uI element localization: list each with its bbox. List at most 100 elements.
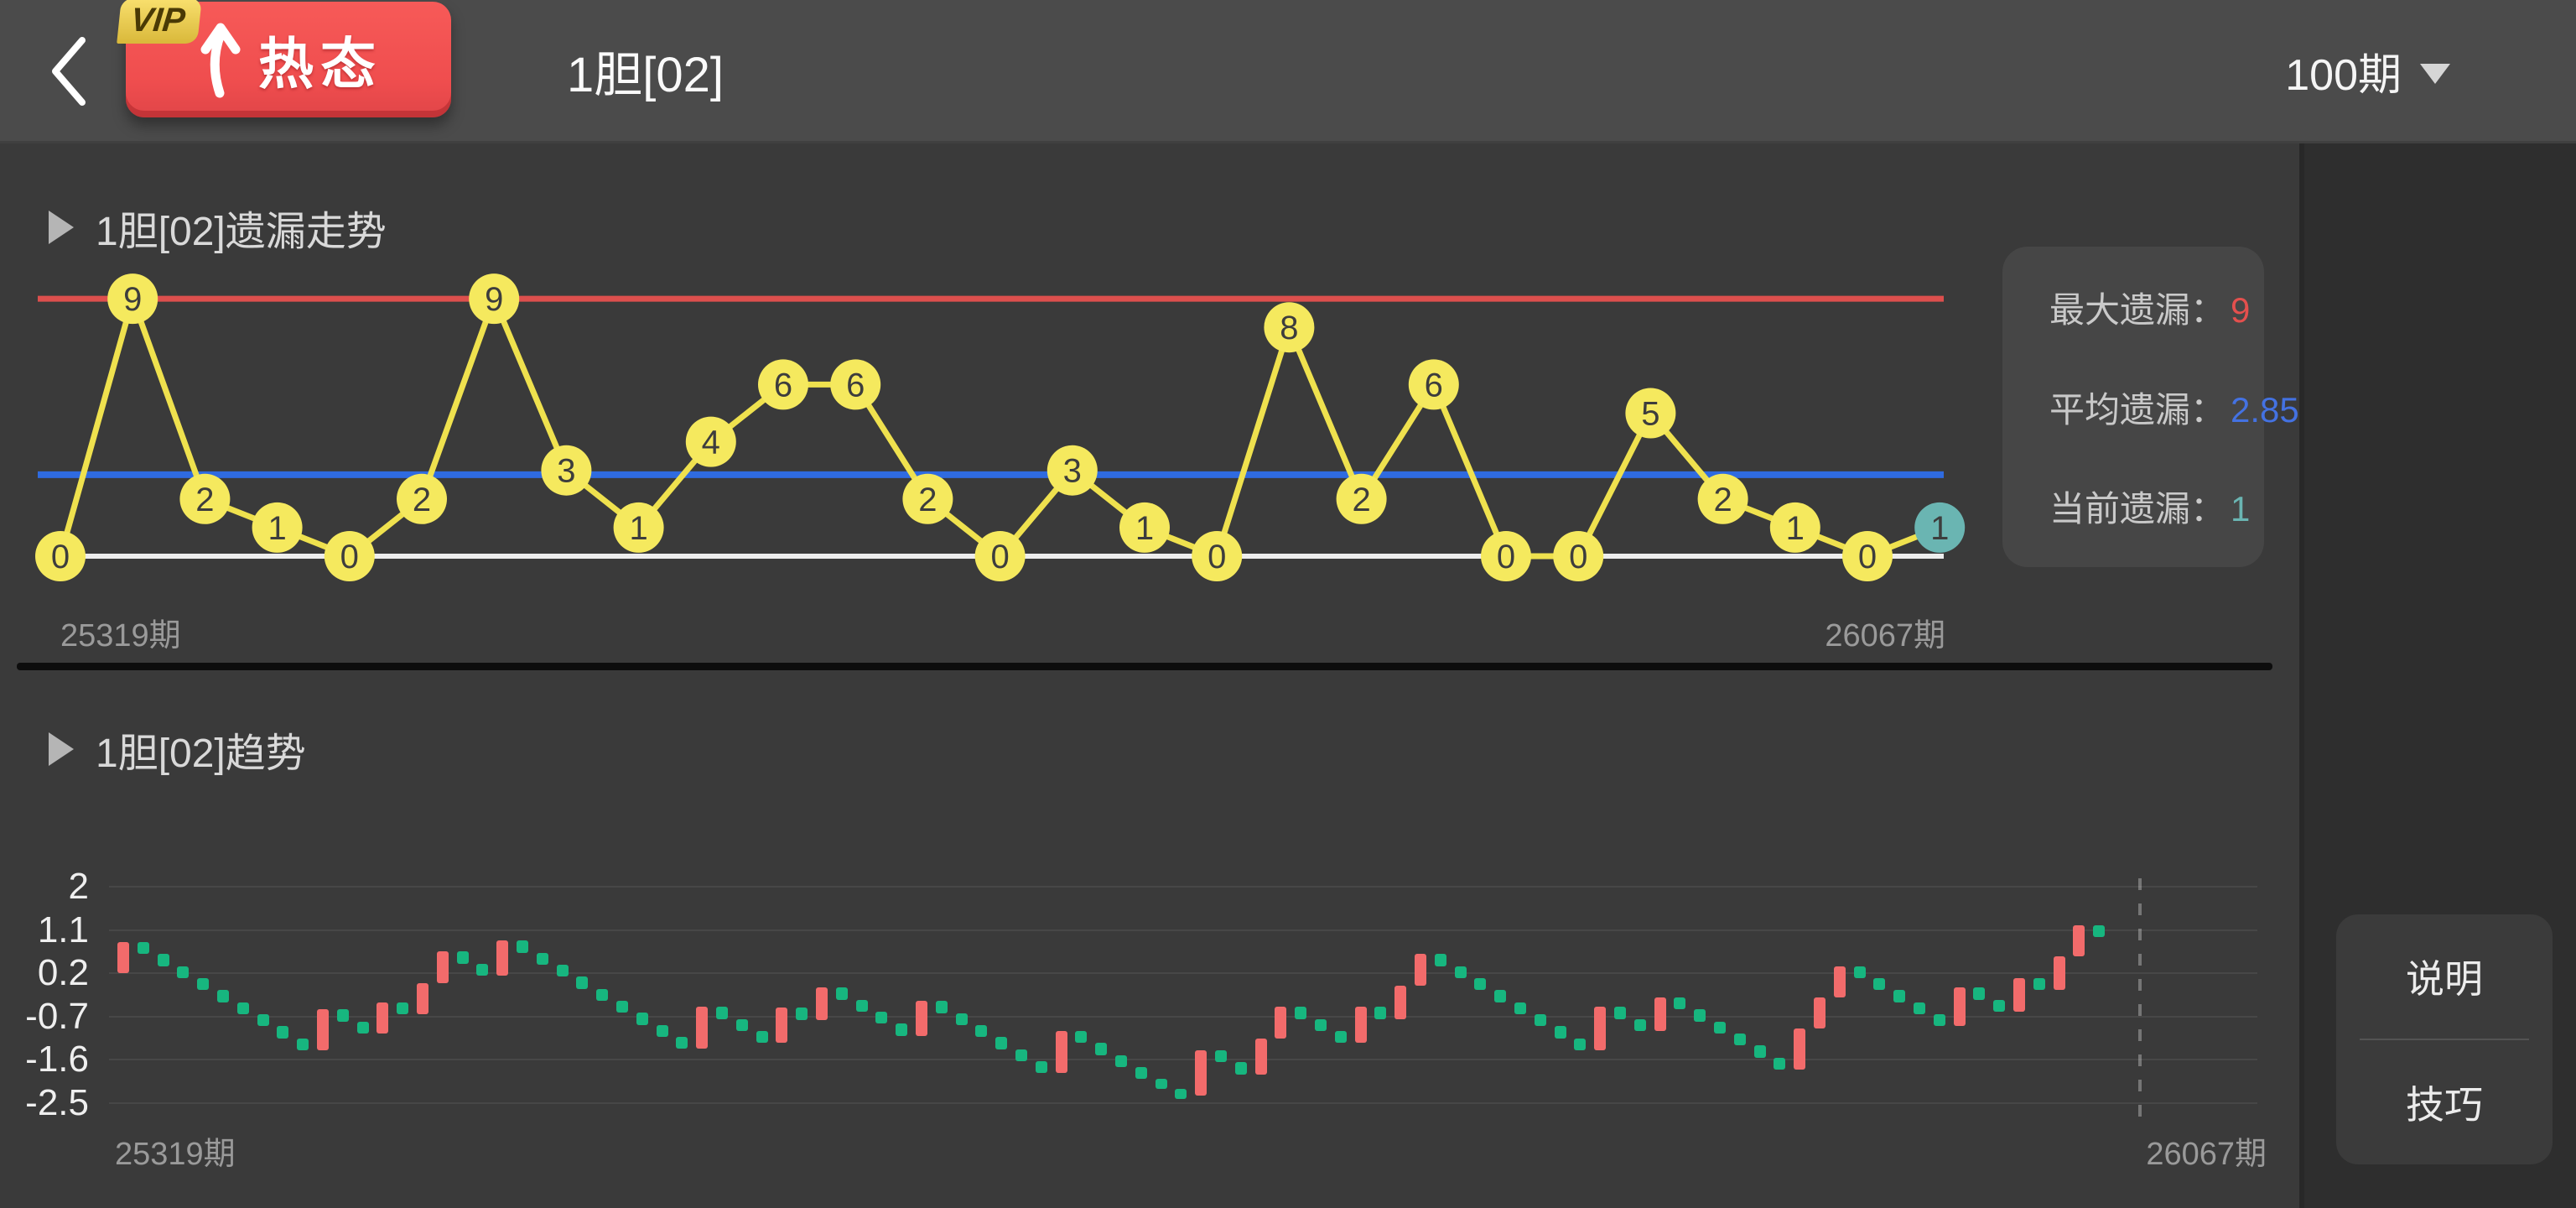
omission-node-value: 2 — [195, 482, 214, 518]
candle-up — [1354, 1007, 1367, 1044]
candle-down — [2093, 924, 2106, 938]
candle-up — [1814, 997, 1826, 1029]
top-bar: VIP 热态 1胆[02] 100期 — [0, 0, 2576, 143]
candle-up — [696, 1007, 709, 1049]
back-button[interactable] — [39, 32, 97, 111]
trend-gridline — [109, 929, 2257, 931]
candle-down — [1095, 1043, 1108, 1055]
omission-node — [902, 473, 953, 524]
omission-node-value: 0 — [1858, 539, 1877, 575]
omission-node — [252, 502, 303, 553]
candle-down — [716, 1007, 728, 1019]
candle-down — [1155, 1079, 1167, 1090]
candle-down — [1753, 1045, 1766, 1058]
omission-node-value: 1 — [1135, 510, 1154, 547]
candle-down — [1534, 1013, 1546, 1027]
candle-up — [816, 987, 828, 1020]
trend-y-tick-label: -0.7 — [25, 995, 89, 1037]
candle-down — [1914, 1002, 1925, 1014]
omission-node-value: 5 — [1641, 396, 1659, 433]
omission-node — [1046, 445, 1098, 496]
menu-divider — [2360, 1039, 2529, 1040]
candle-down — [955, 1013, 968, 1026]
candle-down — [756, 1030, 768, 1044]
omission-x-start-label: 25319期 — [60, 618, 181, 653]
omission-node — [1553, 531, 1604, 581]
candle-down — [1334, 1030, 1347, 1044]
candle-up — [496, 940, 509, 976]
omission-node-value: 0 — [990, 539, 1009, 575]
omission-node — [974, 531, 1026, 581]
menu-item-tips[interactable]: 技巧 — [2406, 1083, 2483, 1127]
candle-up — [1394, 985, 1407, 1019]
candle-down — [1574, 1038, 1587, 1050]
omission-node — [1192, 531, 1243, 581]
candle-down — [236, 1002, 249, 1014]
hot-button-label: 热态 — [258, 33, 382, 95]
omission-node — [1264, 302, 1315, 353]
omission-node-value: 9 — [485, 281, 503, 318]
candle-down — [556, 964, 569, 977]
omission-node-value: 2 — [413, 482, 431, 518]
trend-x-end-label: 26067期 — [2146, 1137, 2267, 1172]
trend-section-header[interactable]: 1胆[02]趋势 — [49, 720, 306, 778]
trend-gridline — [109, 1101, 2257, 1104]
omission-node — [613, 502, 664, 553]
omission-node-value: 1 — [267, 510, 286, 547]
current-period-dashed-line — [2138, 878, 2142, 1120]
period-count-dropdown[interactable]: 100期 — [2285, 0, 2450, 141]
candle-down — [217, 990, 229, 1002]
candle-down — [1015, 1049, 1027, 1062]
omission-node — [1842, 531, 1893, 581]
candle-down — [277, 1026, 289, 1039]
omission-node-value: 0 — [51, 539, 70, 575]
candle-up — [916, 1001, 927, 1036]
stat-max-omission: 最大遗漏： 9 — [2049, 290, 2251, 330]
candle-down — [1315, 1018, 1327, 1031]
candle-down — [855, 999, 868, 1013]
trend-y-tick-label: -1.6 — [25, 1039, 89, 1080]
period-count-label: 100期 — [2285, 50, 2402, 100]
collapse-triangle-icon — [49, 732, 74, 766]
candle-down — [1714, 1021, 1726, 1034]
up-arrow-icon — [200, 23, 241, 98]
omission-x-end-label: 26067期 — [1825, 618, 1945, 653]
candle-down — [157, 954, 169, 966]
omission-node-value: 6 — [1425, 367, 1443, 404]
trend-section-title: 1胆[02]趋势 — [96, 732, 306, 776]
chevron-down-icon — [2420, 64, 2450, 84]
candle-down — [1474, 977, 1487, 991]
candle-down — [177, 966, 190, 978]
omission-node — [1769, 502, 1820, 553]
omission-node-value: 0 — [1569, 539, 1587, 575]
candle-down — [1434, 954, 1446, 966]
candle-up — [417, 982, 428, 1014]
candle-down — [336, 1009, 349, 1022]
candle-down — [1115, 1054, 1127, 1067]
omission-node — [397, 473, 447, 524]
stat-current-omission: 当前遗漏： 1 — [2049, 489, 2251, 528]
menu-item-explanation[interactable]: 说明 — [2406, 957, 2483, 1001]
candle-down — [1374, 1007, 1387, 1019]
trend-x-start-label: 25319期 — [115, 1137, 236, 1172]
candle-down — [1674, 997, 1686, 1010]
candle-down — [875, 1012, 888, 1024]
candle-up — [1794, 1028, 1806, 1070]
page-title: 1胆[02] — [567, 48, 724, 102]
candle-up — [1254, 1038, 1267, 1075]
candle-down — [1633, 1018, 1646, 1031]
omission-line-chart: 0 9 2 1 0 2 9 3 1 4 6 6 2 0 3 1 0 8 2 6 0 0 5 2 1 0 1 — [35, 273, 1966, 581]
omission-node — [541, 445, 592, 496]
candle-down — [356, 1021, 369, 1034]
omission-node — [1336, 473, 1387, 524]
omission-section-header[interactable]: 1胆[02]遗漏走势 — [49, 198, 387, 257]
section-divider — [17, 663, 2272, 670]
omission-node — [1119, 502, 1170, 553]
omission-node — [107, 273, 158, 325]
candle-down — [1933, 1013, 1945, 1027]
hot-state-vip-button[interactable]: VIP 热态 — [117, 0, 451, 117]
candle-down — [1295, 1007, 1307, 1019]
candle-down — [1035, 1061, 1047, 1074]
omission-stats-panel: 最大遗漏： 9 平均遗漏： 2.85 当前遗漏： 1 — [2002, 247, 2299, 567]
omission-node — [830, 359, 881, 410]
